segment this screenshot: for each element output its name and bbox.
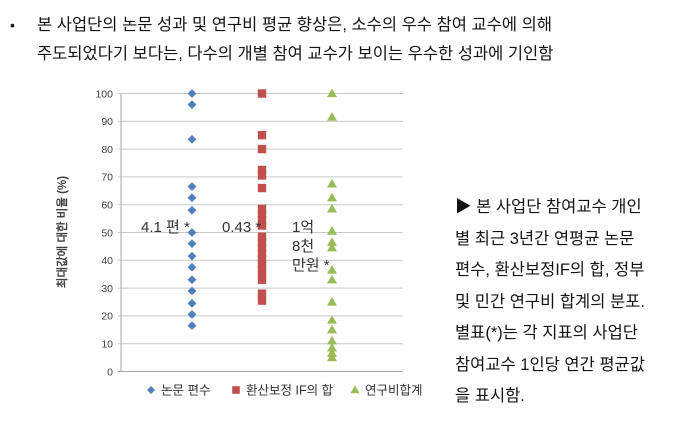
data-point-papers [187,286,197,296]
data-point-research-funds [327,226,337,235]
y-tick-label: 0 [107,366,113,378]
y-tick-label: 80 [101,144,113,156]
data-point-adjusted-if [257,232,267,241]
data-point-adjusted-if [257,171,267,180]
data-point-research-funds [327,88,337,98]
y-tick-label: 20 [101,311,113,323]
annotation-label: 만원 * [292,257,330,274]
bullet-line-1: 본 사업단의 논문 성과 및 연구비 평균 향상은, 소수의 우수 참여 교수에… [37,16,552,34]
annotation-label: 1억 [292,219,314,236]
data-point-adjusted-if [257,254,267,264]
side-note-line: ▶ 본 사업단 참여교수 개인 [455,198,642,216]
data-point-adjusted-if [257,243,267,252]
data-point-papers [187,205,197,215]
data-point-research-funds [327,352,337,362]
data-point-adjusted-if [257,183,267,193]
legend-diamond-icon [147,386,155,394]
data-point-papers [187,100,197,110]
data-point-research-funds [327,324,337,334]
annotation-label: 0.43 * [222,219,261,236]
side-note-line: 별 최근 3년간 연평균 논문 [455,229,635,248]
data-point-research-funds [327,315,337,324]
data-point-research-funds [327,178,337,188]
data-point-adjusted-if [257,238,267,247]
bullet-icon: • [10,17,15,33]
side-note-line: 별표(*)는 각 지표의 사업단 [455,324,638,342]
y-tick-label: 40 [101,255,113,267]
y-tick-label: 70 [101,172,113,184]
annotation-label: 8천 [292,238,314,255]
y-tick-label: 60 [101,200,113,212]
data-point-research-funds [327,335,337,345]
legend-label-adjusted-if: 환산보정 IF의 합 [246,384,334,398]
data-point-papers [187,182,197,192]
data-point-adjusted-if [257,265,267,275]
data-point-papers [187,193,197,203]
data-point-papers [187,321,197,331]
data-point-adjusted-if [257,260,267,269]
data-point-research-funds [327,274,337,284]
data-point-research-funds [327,342,337,352]
data-point-papers [187,298,197,308]
data-point-papers [187,228,197,237]
data-point-research-funds [327,192,337,202]
data-point-papers [187,239,197,249]
data-point-research-funds [327,242,337,252]
data-point-research-funds [327,297,337,306]
data-point-research-funds [327,203,337,213]
data-point-papers [187,251,197,261]
data-point-adjusted-if [257,204,267,214]
data-point-adjusted-if [257,215,267,225]
y-axis-title: 최대값에 대한 비율 (%) [55,176,69,288]
legend-label-papers: 논문 편수 [161,384,210,398]
data-point-adjusted-if [257,221,267,230]
y-tick-label: 50 [101,227,113,239]
data-point-research-funds [327,265,337,274]
data-point-research-funds [327,112,337,121]
data-point-papers [187,89,197,98]
data-point-adjusted-if [257,210,267,219]
y-tick-label: 30 [101,283,113,295]
data-point-papers [187,262,197,272]
data-point-adjusted-if [257,165,267,175]
data-point-adjusted-if [257,131,267,140]
legend-triangle-icon [350,385,360,394]
y-tick-label: 10 [101,339,113,351]
legend-square-icon [232,386,240,394]
data-point-adjusted-if [257,89,267,98]
data-point-papers [187,310,197,319]
annotation-label: 4.1 편 * [141,219,190,236]
data-point-papers [187,275,197,285]
side-note-line: 및 민간 연구비 합계의 분포. [455,292,645,311]
y-tick-label: 100 [95,88,113,100]
bullet-line-2: 주도되었다기 보다는, 다수의 개별 참여 교수가 보이는 우수한 성과에 기인… [37,45,554,63]
data-point-research-funds [327,237,337,246]
legend-label-research-funds: 연구비합계 [365,384,423,398]
y-tick-label: 90 [101,116,113,128]
bullet-text: 본 사업단의 논문 성과 및 연구비 평균 향상은, 소수의 우수 참여 교수에… [37,11,553,69]
side-note-line: 편수, 환산보정IF의 합, 정부 [455,261,645,279]
bullet-point: • 본 사업단의 논문 성과 및 연구비 평균 향상은, 소수의 우수 참여 교… [10,11,553,69]
data-point-adjusted-if [257,296,267,305]
data-point-adjusted-if [257,289,267,298]
data-point-adjusted-if [257,249,267,258]
data-point-adjusted-if [257,144,267,154]
data-point-adjusted-if [257,275,267,284]
side-note-line: 을 표시함. [455,387,525,405]
data-point-papers [187,134,197,144]
side-note-line: 참여교수 1인당 연간 평균값 [455,355,645,374]
